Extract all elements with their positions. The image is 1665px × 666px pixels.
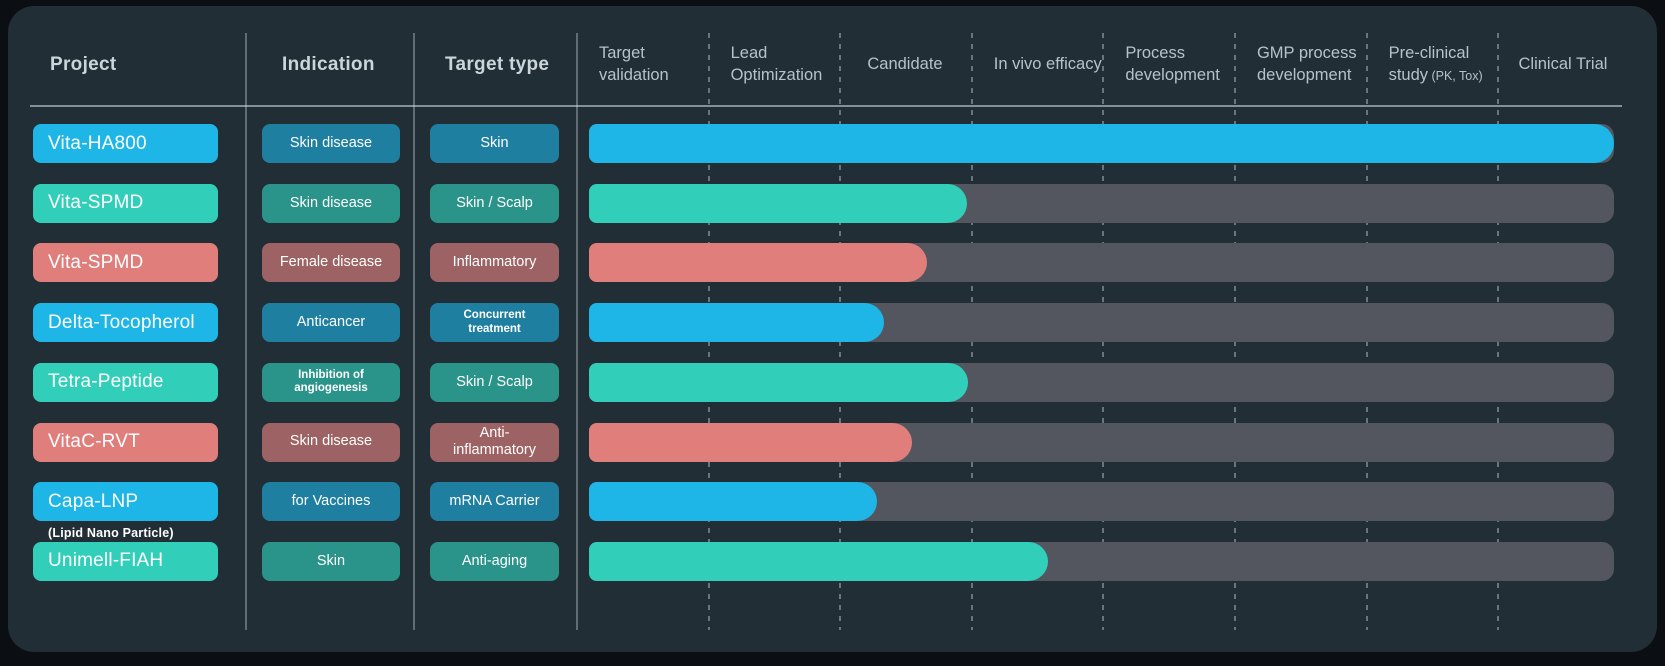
progress-bar — [589, 124, 1614, 163]
project-pill: Unimell-FIAH — [33, 541, 218, 581]
target-type-label: Anti-aging — [461, 552, 528, 569]
target-type-label: Anti-inflammatory — [453, 424, 536, 458]
target-type-label: Concurrent treatment — [463, 309, 526, 335]
project-pill: Capa-LNP — [33, 482, 218, 522]
project-pill: Vita-HA800 — [33, 124, 218, 163]
pipeline-row: Capa-LNP (Lipid Nano Particle) for Vacci… — [8, 482, 1657, 540]
target-type-tag: Inflammatory — [430, 243, 559, 283]
target-type-label: Skin — [480, 134, 509, 151]
project-name: Vita-SPMD — [48, 192, 144, 214]
target-type-tag: Skin / Scalp — [430, 362, 559, 402]
project-pill: VitaC-RVT — [33, 422, 218, 462]
indication-label: Anticancer — [296, 314, 366, 331]
progress-bar — [589, 482, 877, 522]
pipeline-board: Project Indication Target type Target va… — [8, 6, 1657, 652]
pipeline-row: VitaC-RVT Skin disease Anti-inflammatory — [8, 422, 1657, 462]
column-divider — [576, 33, 578, 630]
pipeline-row: Vita-SPMD Female disease Inflammatory — [8, 243, 1657, 283]
column-divider — [245, 33, 247, 630]
progress-bar — [589, 362, 968, 402]
progress-bar — [589, 303, 884, 343]
target-type-label: Skin / Scalp — [456, 373, 533, 390]
project-pill: Delta-Tocopherol — [33, 303, 218, 343]
indication-tag: Skin disease — [262, 183, 400, 223]
project-column-header: Project — [50, 54, 117, 75]
target-type-column-header: Target type — [445, 54, 550, 75]
column-divider — [413, 33, 415, 630]
stage-header-lead-optimization: Lead Optimization — [730, 44, 823, 84]
target-type-tag: mRNA Carrier — [430, 482, 559, 522]
project-name: Tetra-Peptide — [48, 371, 164, 393]
stage-header-process-development: Process development — [1125, 44, 1220, 84]
progress-bar — [589, 243, 927, 283]
project-subtitle: (Lipid Nano Particle) — [48, 526, 174, 541]
project-name: Capa-LNP — [48, 490, 139, 512]
stage-header-in-vivo-efficacy: In vivo efficacy — [993, 55, 1102, 74]
indication-tag: Skin — [262, 541, 400, 581]
project-name: Delta-Tocopherol — [48, 311, 195, 333]
indication-label: for Vaccines — [291, 493, 371, 510]
project-name: VitaC-RVT — [48, 431, 140, 452]
target-type-tag: Anti-inflammatory — [430, 422, 559, 462]
indication-label: Skin disease — [289, 433, 373, 450]
project-name: Vita-SPMD — [48, 251, 144, 273]
stage-header-gmp-process-development: GMP process development — [1256, 44, 1357, 84]
pipeline-row: Vita-SPMD Skin disease Skin / Scalp — [8, 183, 1657, 223]
indication-label: Skin disease — [289, 134, 373, 151]
pipeline-row: Delta-Tocopherol Anticancer Concurrent t… — [8, 303, 1657, 343]
target-type-tag: Skin — [430, 124, 559, 163]
stage-header-candidate: Candidate — [867, 55, 943, 74]
indication-tag: Inhibition of angiogenesis — [262, 362, 400, 402]
pipeline-row: Unimell-FIAH Skin Anti-aging — [8, 541, 1657, 581]
header-divider-line — [30, 105, 1622, 107]
indication-label: Inhibition of angiogenesis — [294, 368, 368, 395]
pipeline-row: Tetra-Peptide Inhibition of angiogenesis… — [8, 362, 1657, 402]
progress-bar — [589, 183, 967, 223]
pipeline-row: Vita-HA800 Skin disease Skin — [8, 124, 1657, 163]
stage-header-suffix: (PK, Tox) — [1428, 69, 1483, 83]
target-type-label: mRNA Carrier — [449, 493, 540, 510]
progress-bar — [589, 422, 912, 462]
indication-tag: for Vaccines — [262, 482, 400, 522]
target-type-label: Skin / Scalp — [456, 194, 533, 211]
indication-label: Skin — [316, 552, 346, 569]
stage-header-clinical-trial: Clinical Trial — [1518, 55, 1608, 74]
project-pill: Tetra-Peptide — [33, 362, 218, 402]
indication-tag: Skin disease — [262, 422, 400, 462]
stage-header-pre-clinical-study: Pre-clinical study (PK, Tox) — [1388, 44, 1483, 84]
project-name: Vita-HA800 — [48, 132, 147, 154]
stage-header-row: Target validation Lead Optimization Candid… — [576, 30, 1629, 100]
project-pill: Vita-SPMD — [33, 243, 218, 283]
project-name: Unimell-FIAH — [48, 550, 164, 572]
stage-header-target-validation: Target validation — [599, 44, 669, 84]
indication-tag: Skin disease — [262, 124, 400, 163]
indication-tag: Female disease — [262, 243, 400, 283]
indication-column-header: Indication — [282, 54, 375, 75]
target-type-tag: Concurrent treatment — [430, 303, 559, 343]
target-type-tag: Anti-aging — [430, 541, 559, 581]
project-pill: Vita-SPMD — [33, 183, 218, 223]
indication-label: Female disease — [279, 254, 383, 271]
indication-tag: Anticancer — [262, 303, 400, 343]
indication-label: Skin disease — [289, 194, 373, 211]
target-type-tag: Skin / Scalp — [430, 183, 559, 223]
target-type-label: Inflammatory — [452, 254, 537, 271]
progress-bar — [589, 541, 1048, 581]
